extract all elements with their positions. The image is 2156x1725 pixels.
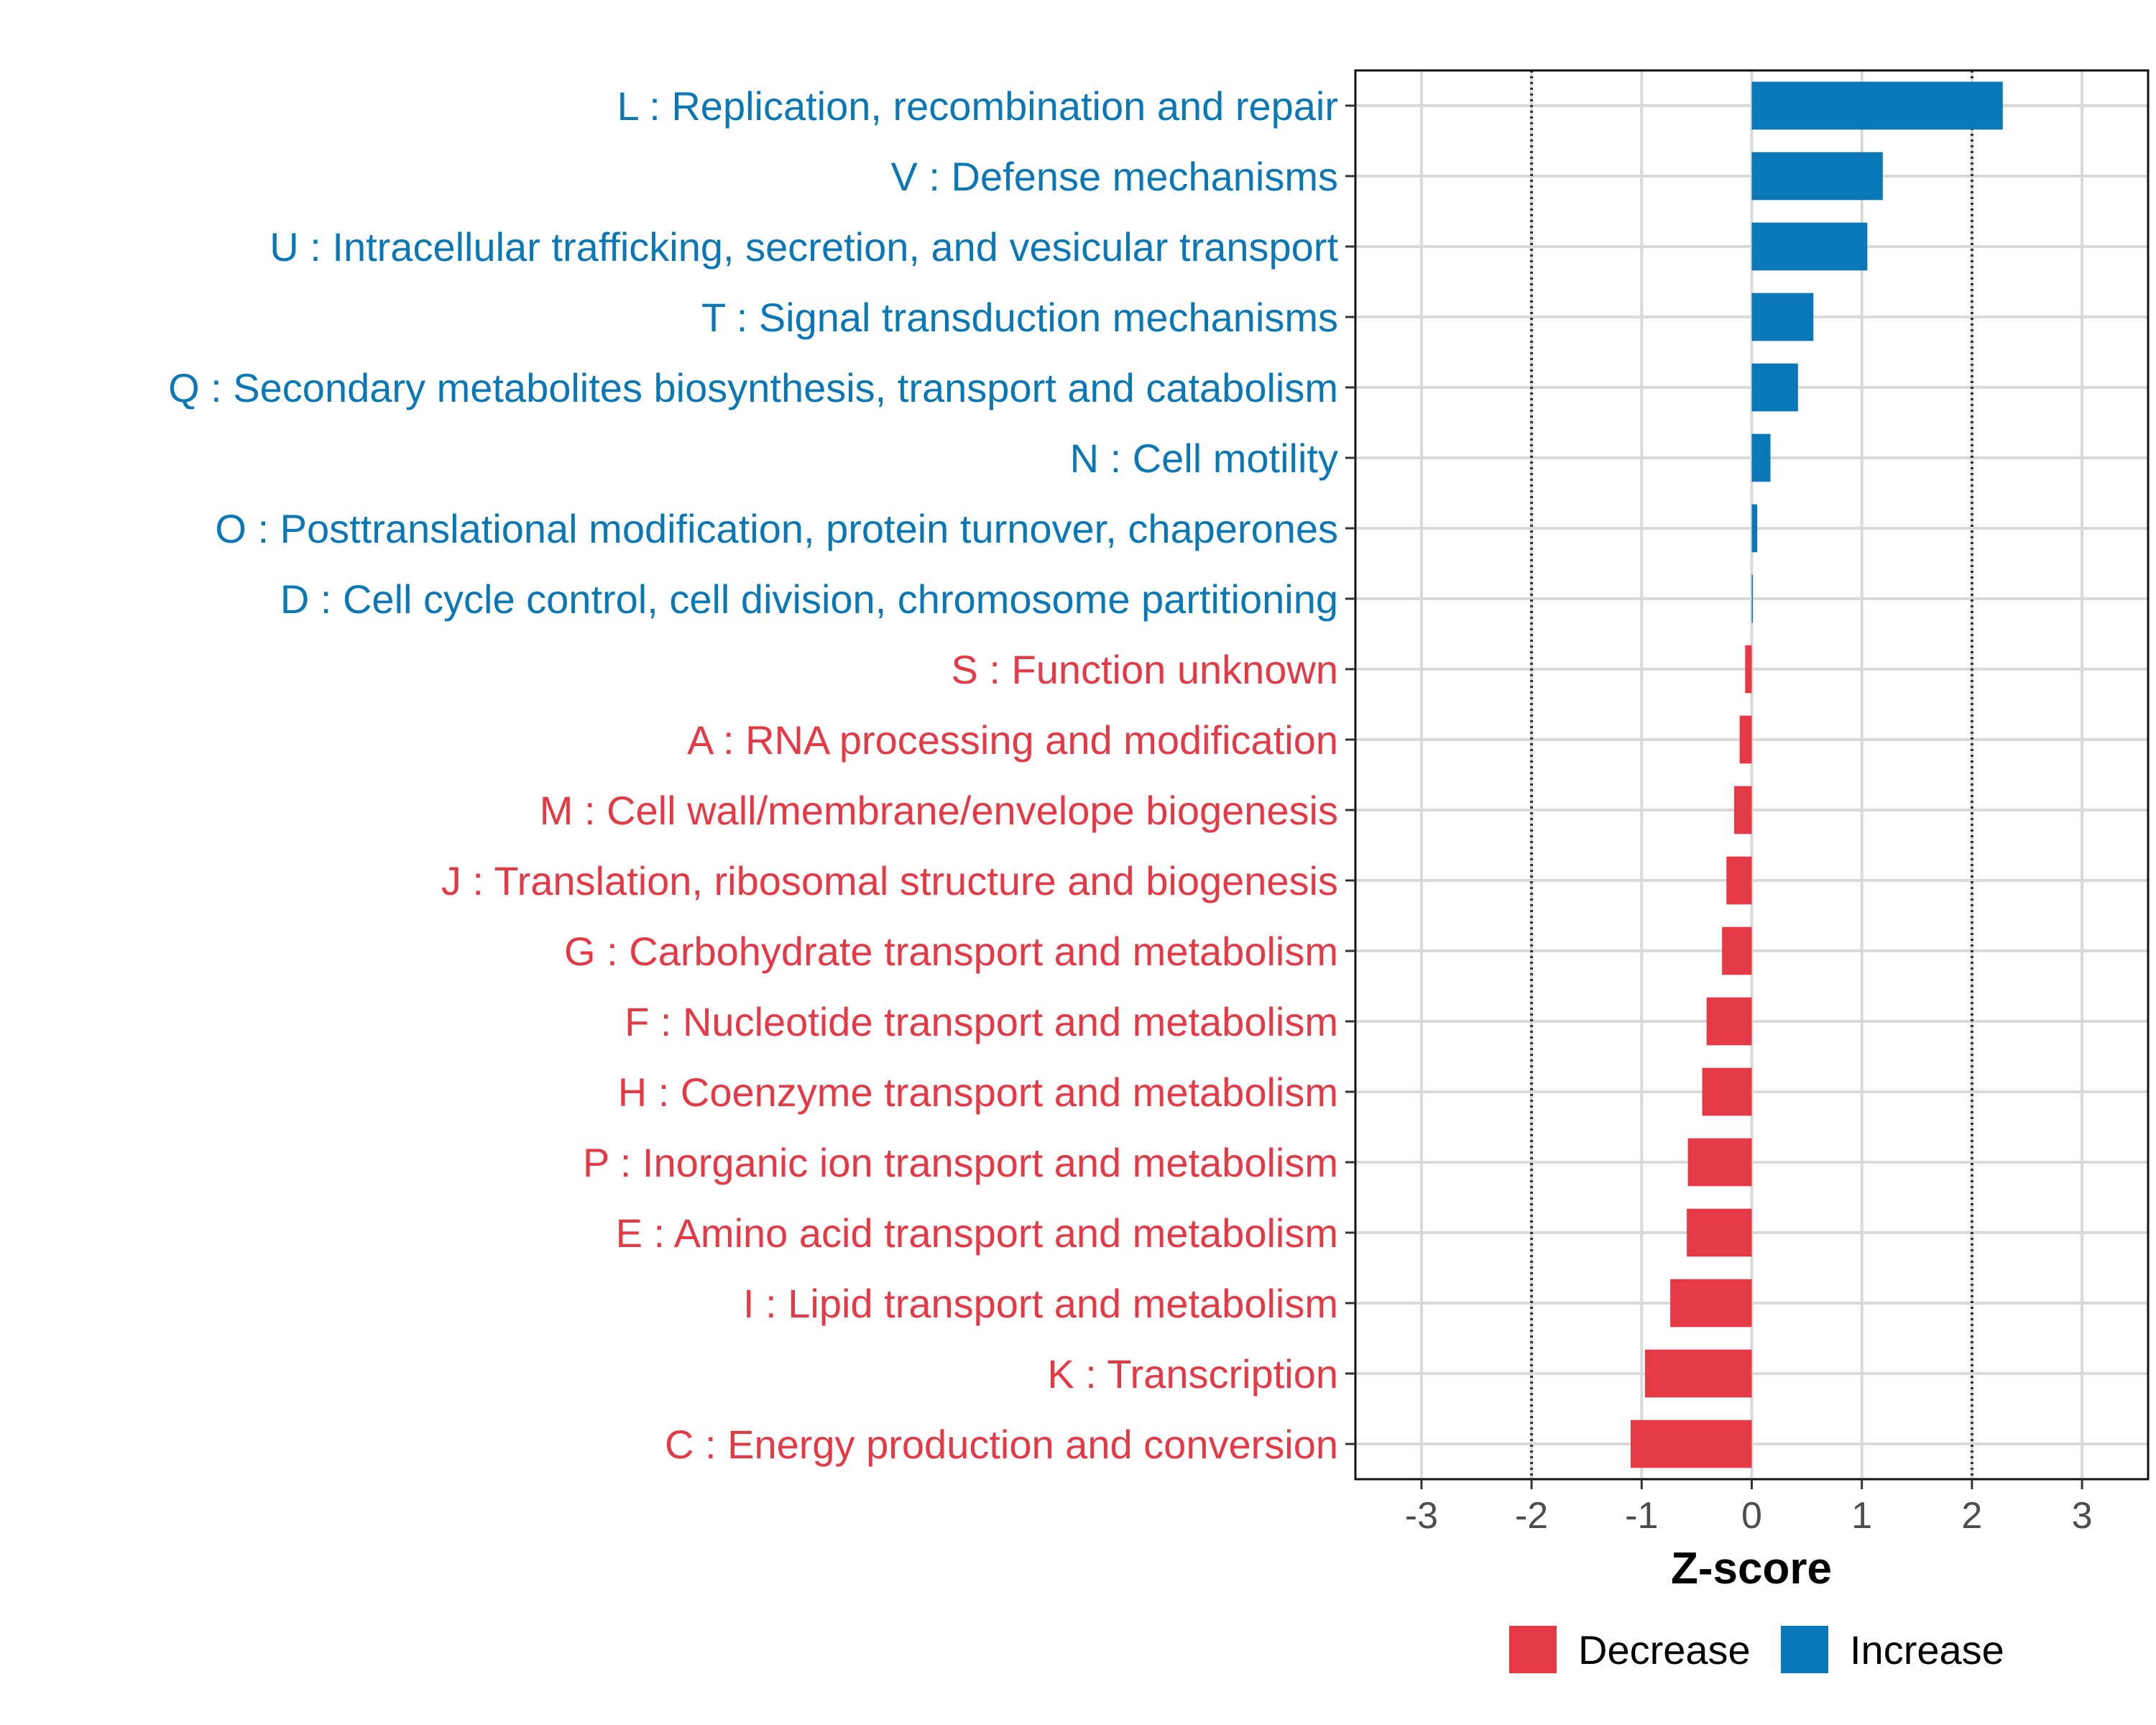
category-label: A : RNA processing and modification bbox=[687, 717, 1338, 763]
x-axis-ticks: -3 -2 -1 0 1 2 3 bbox=[1405, 1479, 2093, 1537]
bar-o bbox=[1751, 504, 1758, 553]
legend-label-decrease: Decrease bbox=[1578, 1627, 1751, 1673]
x-tick-label: -1 bbox=[1625, 1495, 1658, 1537]
bar-c bbox=[1630, 1420, 1752, 1468]
bar-l bbox=[1751, 81, 2003, 130]
x-tick-label: -3 bbox=[1405, 1495, 1438, 1537]
bar-q bbox=[1751, 363, 1798, 412]
x-tick-label: 1 bbox=[1851, 1495, 1872, 1537]
bar-p bbox=[1687, 1138, 1752, 1187]
y-axis-ticks bbox=[1345, 104, 1355, 1445]
bar-s bbox=[1745, 645, 1752, 694]
category-label: J : Translation, ribosomal structure and… bbox=[441, 858, 1338, 903]
bar-e bbox=[1687, 1208, 1752, 1257]
category-label: O : Posttranslational modification, prot… bbox=[215, 506, 1338, 551]
bar-u bbox=[1751, 222, 1868, 271]
y-axis-category-labels: L : Replication, recombination and repai… bbox=[168, 83, 1338, 1467]
legend-key-increase bbox=[1781, 1626, 1828, 1673]
category-label: M : Cell wall/membrane/envelope biogenes… bbox=[540, 788, 1338, 833]
legend-label-increase: Increase bbox=[1850, 1627, 2004, 1673]
bar-n bbox=[1751, 433, 1771, 482]
x-tick-label: 0 bbox=[1741, 1495, 1762, 1537]
category-label: N : Cell motility bbox=[1070, 436, 1338, 481]
x-axis-title: Z-score bbox=[1671, 1544, 1832, 1593]
category-label: P : Inorganic ion transport and metaboli… bbox=[583, 1140, 1338, 1185]
category-label: C : Energy production and conversion bbox=[665, 1422, 1338, 1467]
category-label: T : Signal transduction mechanisms bbox=[701, 295, 1338, 340]
category-label: U : Intracellular trafficking, secretion… bbox=[270, 224, 1338, 270]
category-label: F : Nucleotide transport and metabolism bbox=[625, 999, 1338, 1044]
bar-f bbox=[1706, 997, 1752, 1046]
category-label: D : Cell cycle control, cell division, c… bbox=[280, 576, 1338, 622]
bar-t bbox=[1751, 293, 1814, 341]
bar-a bbox=[1739, 715, 1752, 764]
bar-v bbox=[1751, 152, 1883, 201]
category-label: K : Transcription bbox=[1047, 1351, 1338, 1397]
bar-h bbox=[1702, 1067, 1752, 1116]
legend: Decrease Increase bbox=[1509, 1626, 2004, 1673]
x-tick-label: 2 bbox=[1961, 1495, 1982, 1537]
reference-lines bbox=[1530, 70, 1973, 1479]
category-label: I : Lipid transport and metabolism bbox=[743, 1281, 1338, 1326]
bar-j bbox=[1726, 856, 1752, 905]
x-tick-label: -2 bbox=[1515, 1495, 1548, 1537]
category-label: G : Carbohydrate transport and metabolis… bbox=[564, 929, 1338, 974]
bars bbox=[1630, 81, 2003, 1468]
category-label: H : Coenzyme transport and metabolism bbox=[618, 1070, 1338, 1115]
category-label: V : Defense mechanisms bbox=[891, 154, 1338, 199]
category-label: Q : Secondary metabolites biosynthesis, … bbox=[168, 365, 1338, 410]
x-tick-label: 3 bbox=[2072, 1495, 2093, 1537]
category-label: E : Amino acid transport and metabolism bbox=[616, 1210, 1338, 1256]
bar-m bbox=[1733, 786, 1752, 834]
bar-d bbox=[1751, 574, 1754, 623]
bar-k bbox=[1644, 1349, 1752, 1398]
bar-g bbox=[1722, 926, 1752, 975]
legend-key-decrease bbox=[1509, 1626, 1557, 1673]
category-label: L : Replication, recombination and repai… bbox=[617, 83, 1338, 129]
bar-i bbox=[1670, 1279, 1752, 1328]
grid-layer bbox=[1355, 70, 2148, 1479]
category-label: S : Function unknown bbox=[951, 647, 1338, 692]
